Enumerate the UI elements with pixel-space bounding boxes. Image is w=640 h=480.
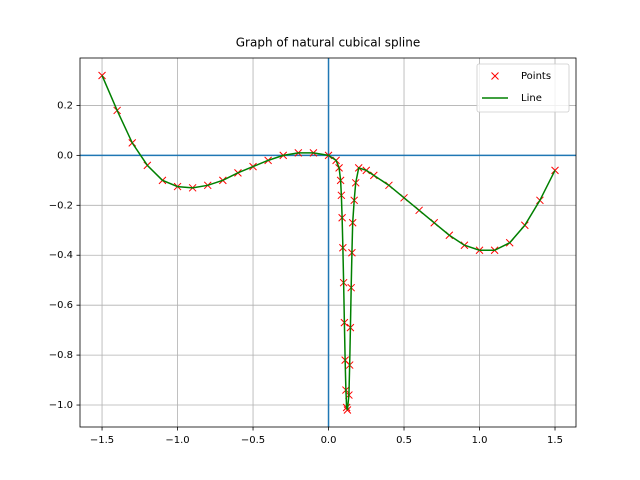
y-tick-label: −0.4	[49, 250, 73, 261]
y-tick-label: −1.0	[49, 400, 73, 411]
legend-marker	[491, 72, 499, 80]
legend-box	[476, 63, 570, 113]
x-tick-label: 1.0	[472, 435, 488, 446]
plot-frame	[79, 57, 577, 428]
y-tick-label: −0.2	[49, 200, 73, 211]
legend-label: Points	[521, 71, 551, 82]
chart-title: Graph of natural cubical spline	[236, 36, 421, 50]
y-tick-label: −0.8	[49, 350, 73, 361]
y-tick-label: −0.6	[49, 300, 73, 311]
x-tick-label: −1.0	[165, 435, 189, 446]
spline-line	[101, 75, 556, 411]
legend-label: Line	[521, 93, 542, 104]
x-tick-label: 0.5	[396, 435, 412, 446]
x-tick-label: −1.5	[90, 435, 114, 446]
x-tick-label: −0.5	[241, 435, 265, 446]
x-tick-label: 1.5	[547, 435, 563, 446]
y-tick-label: 0.2	[57, 100, 73, 111]
x-tick-label: 0.0	[321, 435, 337, 446]
y-tick-label: 0.0	[57, 150, 73, 161]
point-marker	[98, 71, 106, 80]
